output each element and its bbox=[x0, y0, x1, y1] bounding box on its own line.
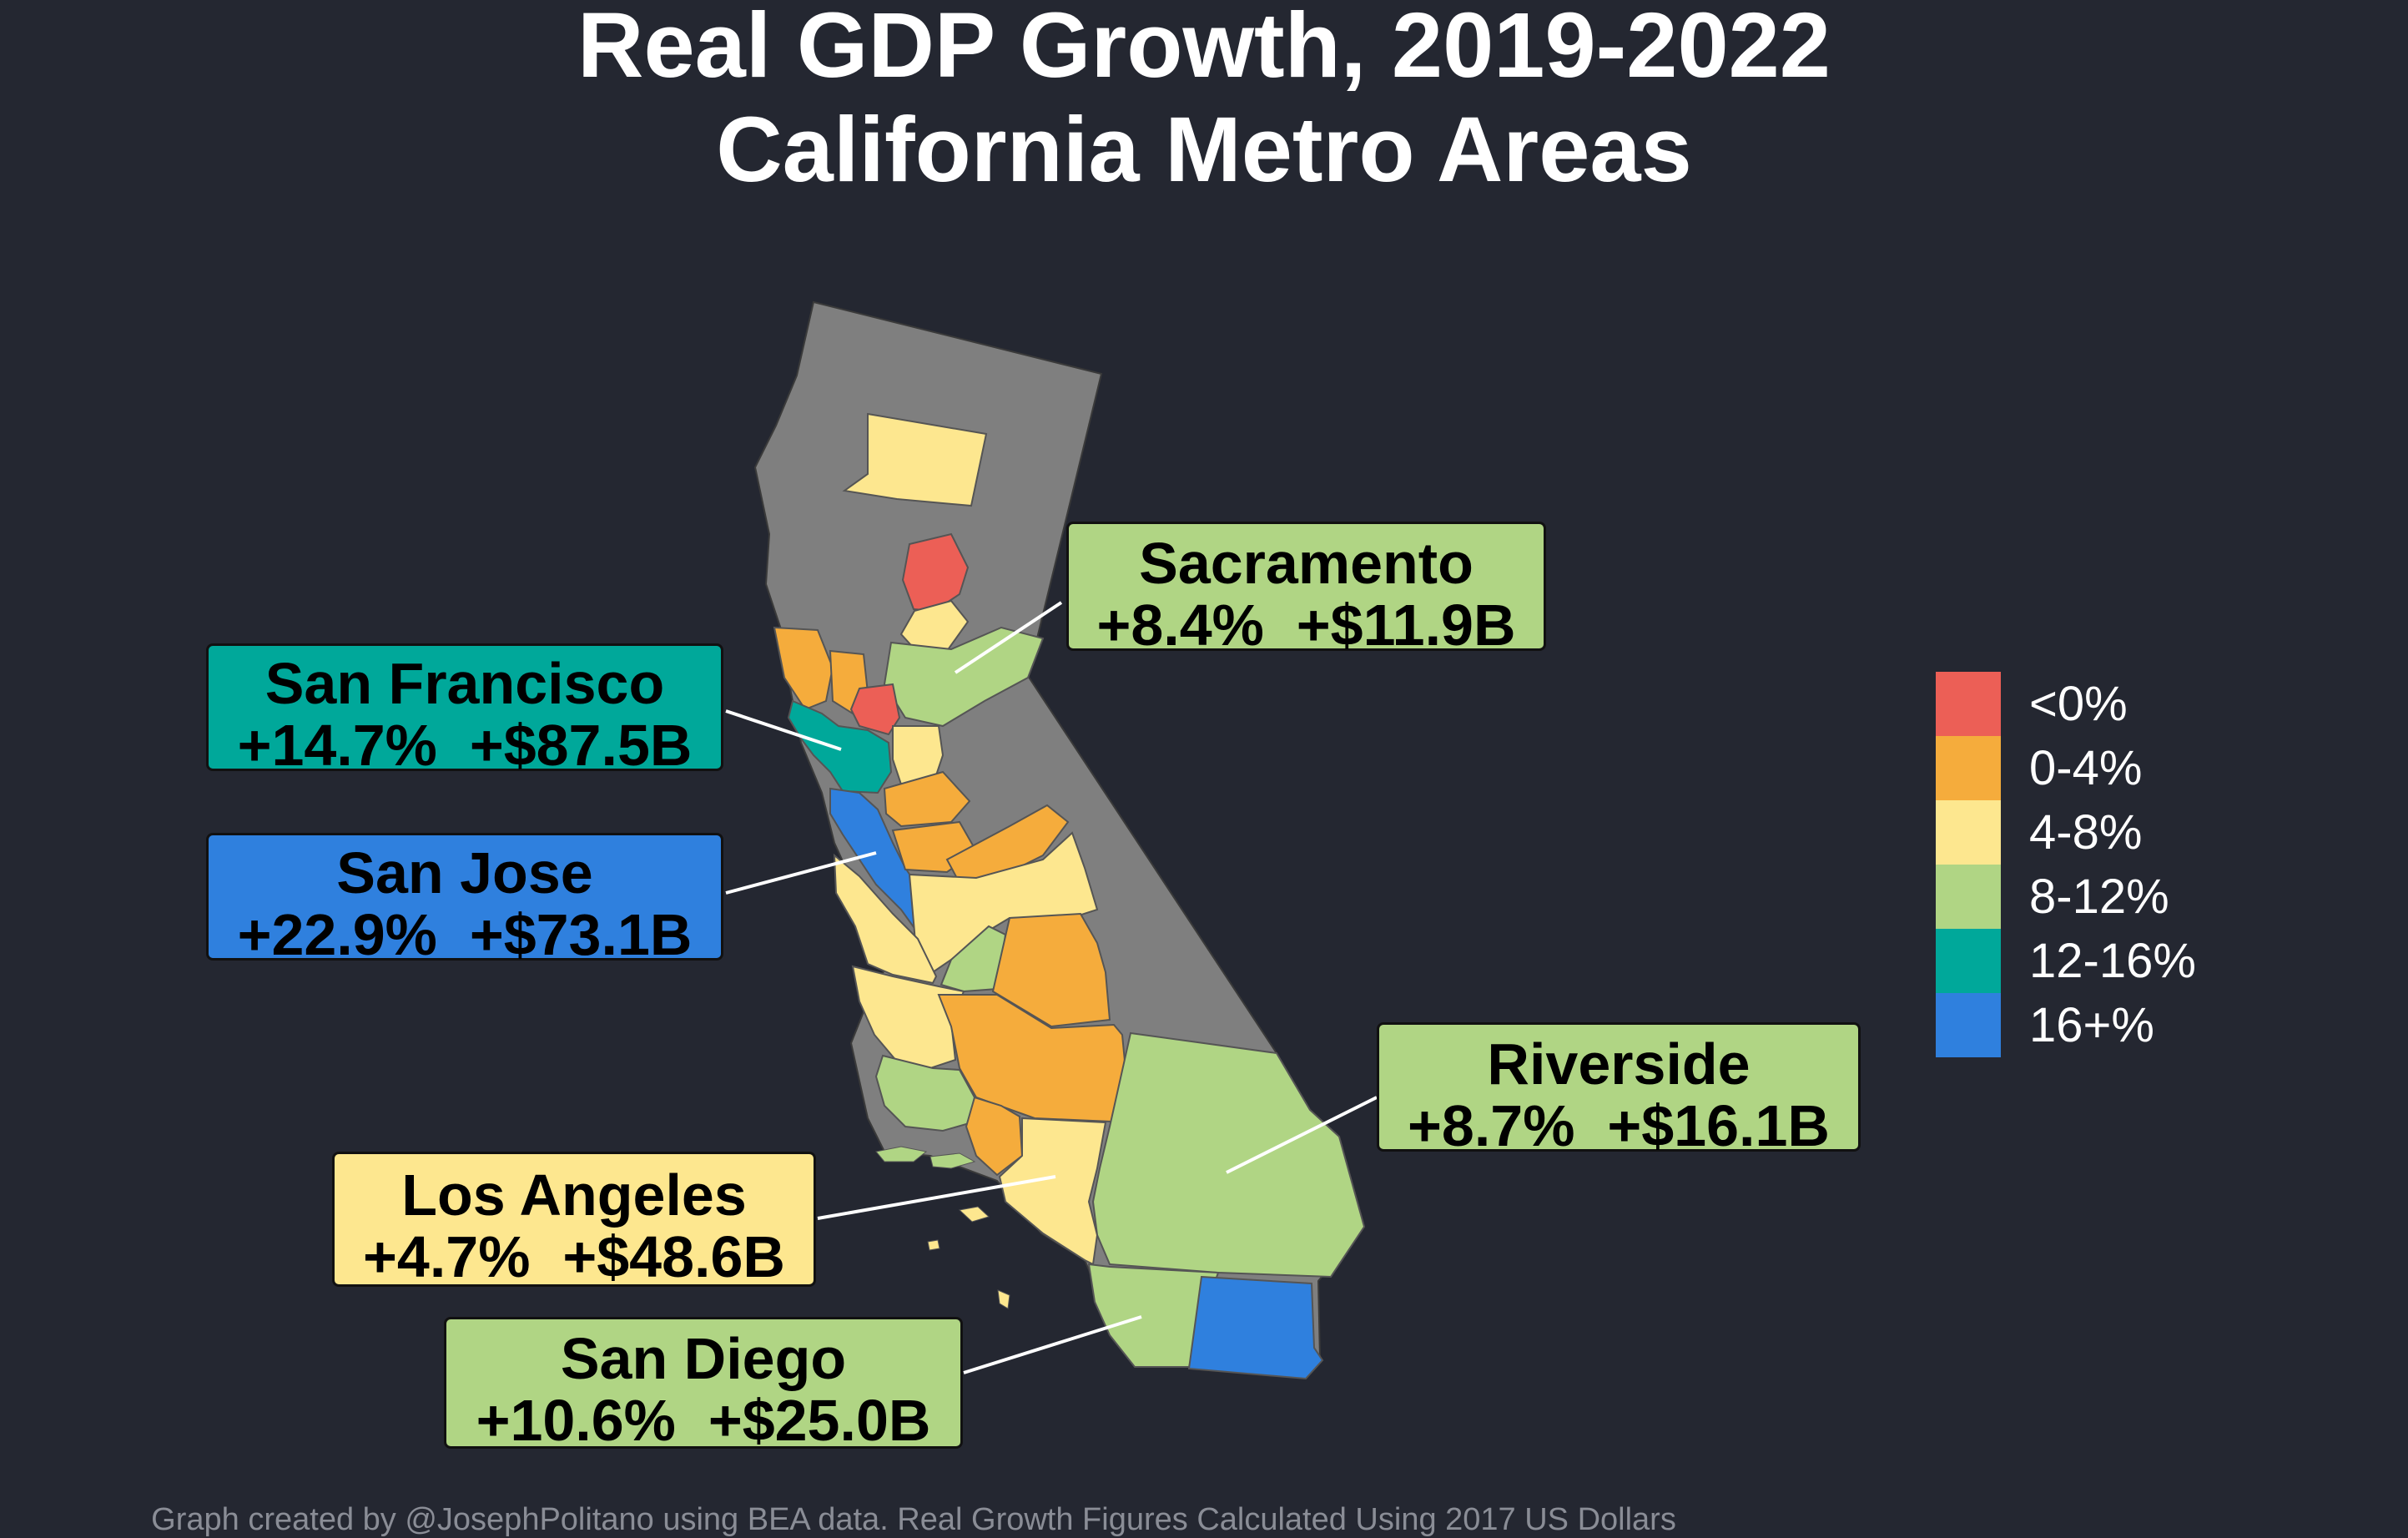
legend-swatch bbox=[1936, 993, 2001, 1057]
callout-riverside: Riverside +8.7% +$16.1B bbox=[1377, 1022, 1861, 1158]
callout-los-angeles-stats: +4.7% +$48.6B bbox=[363, 1224, 785, 1289]
callout-san-diego-stats: +10.6% +$25.0B bbox=[476, 1388, 931, 1453]
callout-riverside-stats: +8.7% +$16.1B bbox=[1408, 1093, 1830, 1158]
callout-san-diego-name: San Diego bbox=[560, 1326, 847, 1391]
callout-san-francisco-stats: +14.7% +$87.5B bbox=[237, 713, 693, 778]
metro-los-angeles bbox=[998, 1117, 1107, 1266]
leader-line-san-jose bbox=[725, 851, 877, 895]
chart-title-line2: California Metro Areas bbox=[716, 98, 1692, 201]
metro-san-luis-obispo bbox=[851, 965, 965, 1070]
legend-item: <0% bbox=[1936, 672, 2196, 736]
channel-island-2 bbox=[929, 1152, 976, 1169]
channel-island-4 bbox=[997, 1289, 1010, 1309]
legend-swatch bbox=[1936, 800, 2001, 865]
legend-item: 0-4% bbox=[1936, 736, 2196, 800]
callout-san-jose-name: San Jose bbox=[336, 840, 593, 905]
leader-line-san-diego bbox=[963, 1315, 1142, 1374]
metro-vallejo bbox=[849, 683, 901, 736]
metro-san-francisco bbox=[787, 699, 893, 794]
metro-oxnard bbox=[965, 1096, 1024, 1177]
callout-riverside-name: Riverside bbox=[1487, 1031, 1751, 1097]
leader-line-riverside bbox=[1226, 1096, 1378, 1174]
metro-santa-rosa bbox=[773, 626, 834, 711]
legend-label: 0-4% bbox=[2029, 741, 2143, 795]
callout-san-francisco: San Francisco +14.7% +$87.5B bbox=[206, 643, 723, 778]
legend-item: 8-12% bbox=[1936, 865, 2196, 929]
channel-island-1 bbox=[875, 1146, 928, 1162]
legend-swatch bbox=[1936, 865, 2001, 929]
legend-label: 16+% bbox=[2029, 998, 2154, 1052]
channel-island-3 bbox=[958, 1206, 990, 1223]
legend-label: 8-12% bbox=[2029, 870, 2169, 924]
callout-san-diego: San Diego +10.6% +$25.0B bbox=[444, 1317, 963, 1453]
legend-swatch bbox=[1936, 736, 2001, 800]
source-footer: Graph created by @JosephPolitano using B… bbox=[151, 1502, 1676, 1537]
metro-santa-maria bbox=[874, 1054, 976, 1132]
legend-item: 16+% bbox=[1936, 993, 2196, 1057]
callout-sacramento: Sacramento +8.4% +$11.9B bbox=[1066, 522, 1546, 658]
legend-swatch bbox=[1936, 672, 2001, 736]
legend-item: 4-8% bbox=[1936, 800, 2196, 865]
leader-line-los-angeles bbox=[817, 1175, 1056, 1220]
leader-line-sacramento bbox=[954, 601, 1063, 674]
metro-redding bbox=[842, 412, 988, 507]
callout-sacramento-name: Sacramento bbox=[1139, 531, 1474, 596]
callout-los-angeles: Los Angeles +4.7% +$48.6B bbox=[332, 1152, 816, 1287]
legend-label: <0% bbox=[2029, 677, 2128, 731]
legend-label: 4-8% bbox=[2029, 805, 2143, 860]
callout-san-jose: San Jose +22.9% +$73.1B bbox=[206, 833, 723, 967]
callout-los-angeles-name: Los Angeles bbox=[401, 1162, 747, 1228]
metro-modesto bbox=[883, 770, 971, 828]
callout-san-francisco-name: San Francisco bbox=[264, 651, 665, 716]
legend-swatch bbox=[1936, 929, 2001, 993]
legend: <0% 0-4% 4-8% 8-12% 12-16% 16+% bbox=[1936, 672, 2196, 1057]
legend-label: 12-16% bbox=[2029, 934, 2196, 988]
leader-line-san-francisco bbox=[725, 709, 842, 751]
channel-island-5 bbox=[927, 1239, 940, 1251]
chart-title-line1: Real GDP Growth, 2019-2022 bbox=[577, 0, 1831, 97]
legend-item: 12-16% bbox=[1936, 929, 2196, 993]
metro-riverside bbox=[1091, 1031, 1366, 1278]
callout-sacramento-stats: +8.4% +$11.9B bbox=[1096, 593, 1516, 658]
metro-el-centro bbox=[1187, 1275, 1324, 1380]
metro-salinas bbox=[833, 853, 938, 985]
callout-san-jose-stats: +22.9% +$73.1B bbox=[237, 902, 693, 967]
